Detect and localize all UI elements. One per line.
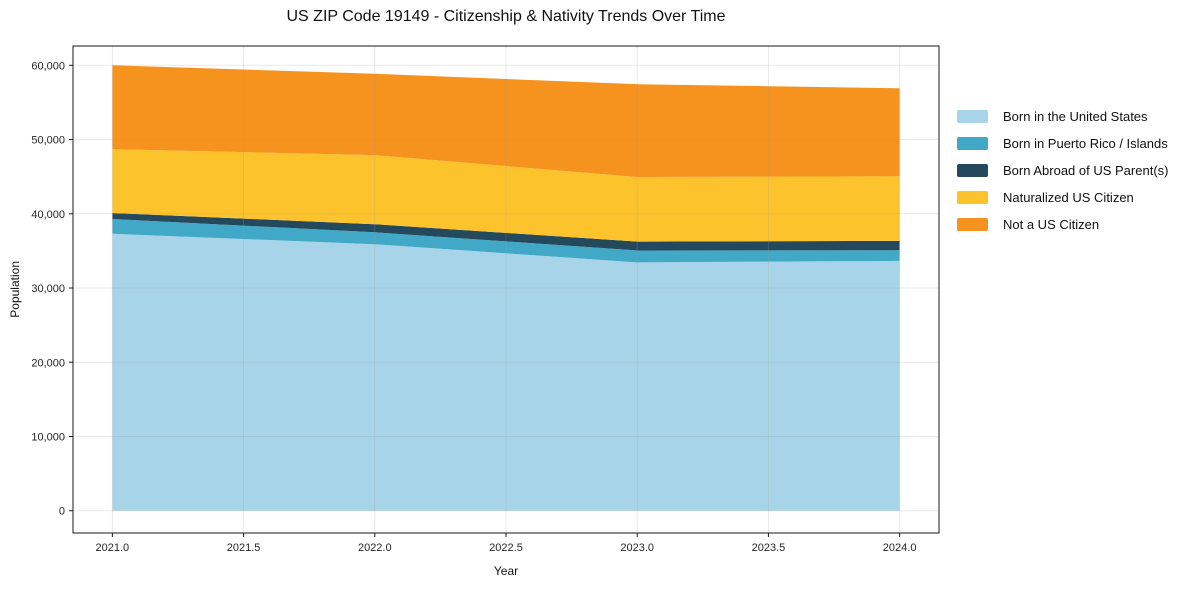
y-tick-label: 20,000 [31, 357, 65, 369]
chart-title: US ZIP Code 19149 - Citizenship & Nativi… [286, 8, 726, 25]
area-not-a-us-citizen [112, 65, 900, 177]
legend-item-naturalized: Naturalized US Citizen [957, 184, 1168, 211]
area-naturalized-us-citizen [112, 149, 900, 242]
legend-label: Naturalized US Citizen [1003, 190, 1134, 205]
legend-item-born-puerto-rico: Born in Puerto Rico / Islands [957, 130, 1168, 157]
y-tick-label: 60,000 [31, 60, 65, 72]
legend-item-born-in-us: Born in the United States [957, 103, 1168, 130]
x-tick-label: 2022.0 [358, 542, 392, 554]
area-born-in-puerto-rico-islands [112, 219, 900, 263]
x-tick-label: 2023.5 [752, 542, 786, 554]
legend-label: Born in Puerto Rico / Islands [1003, 136, 1168, 151]
legend-label: Not a US Citizen [1003, 217, 1100, 232]
y-tick-label: 10,000 [31, 431, 65, 443]
legend: Born in the United States Born in Puerto… [957, 103, 1168, 238]
legend-swatch-born-abroad [957, 164, 988, 177]
legend-label: Born in the United States [1003, 109, 1148, 124]
legend-swatch-naturalized [957, 191, 988, 204]
legend-swatch-not-citizen [957, 218, 988, 231]
legend-item-born-abroad: Born Abroad of US Parent(s) [957, 157, 1168, 184]
x-tick-label: 2023.0 [620, 542, 654, 554]
legend-swatch-born-in-us [957, 110, 988, 123]
area-born-in-the-united-states [112, 233, 900, 511]
x-tick-label: 2021.5 [227, 542, 261, 554]
y-tick-label: 40,000 [31, 209, 65, 221]
x-tick-label: 2021.0 [96, 542, 130, 554]
legend-swatch-born-puerto-rico [957, 137, 988, 150]
x-tick-label: 2022.5 [489, 542, 523, 554]
x-tick-label: 2024.0 [883, 542, 917, 554]
y-tick-label: 0 [59, 506, 65, 518]
area-born-abroad-of-us-parent-s [112, 213, 900, 251]
legend-item-not-citizen: Not a US Citizen [957, 211, 1168, 238]
y-tick-label: 50,000 [31, 135, 65, 147]
x-axis-label: Year [493, 564, 519, 578]
legend-label: Born Abroad of US Parent(s) [1003, 163, 1169, 178]
y-tick-label: 30,000 [31, 283, 65, 295]
